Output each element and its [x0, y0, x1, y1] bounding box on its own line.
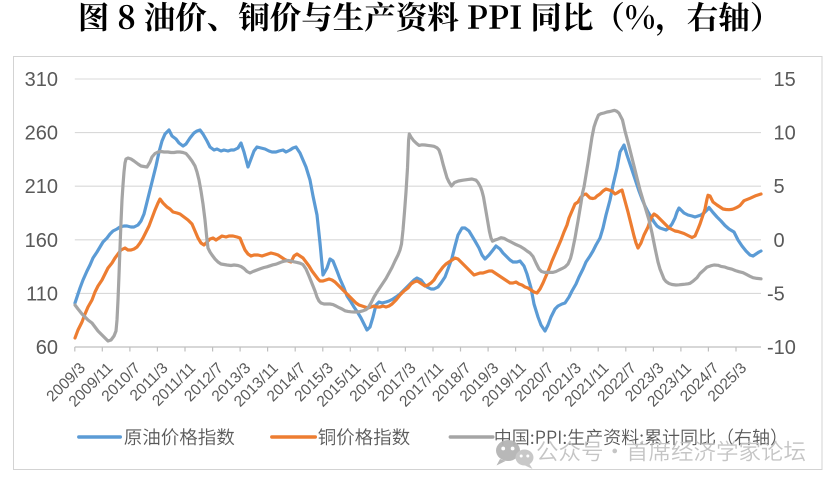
svg-text:15: 15	[774, 69, 796, 91]
svg-text:0: 0	[774, 230, 785, 252]
svg-text:5: 5	[774, 176, 785, 198]
svg-text:60: 60	[36, 337, 58, 359]
svg-text:210: 210	[25, 176, 58, 198]
svg-text:-10: -10	[767, 337, 796, 359]
svg-text:260: 260	[25, 123, 58, 145]
svg-text:110: 110	[26, 283, 58, 305]
svg-text:160: 160	[25, 230, 58, 252]
svg-text:-5: -5	[767, 283, 785, 305]
svg-text:10: 10	[774, 123, 796, 145]
svg-text:310: 310	[25, 69, 58, 91]
